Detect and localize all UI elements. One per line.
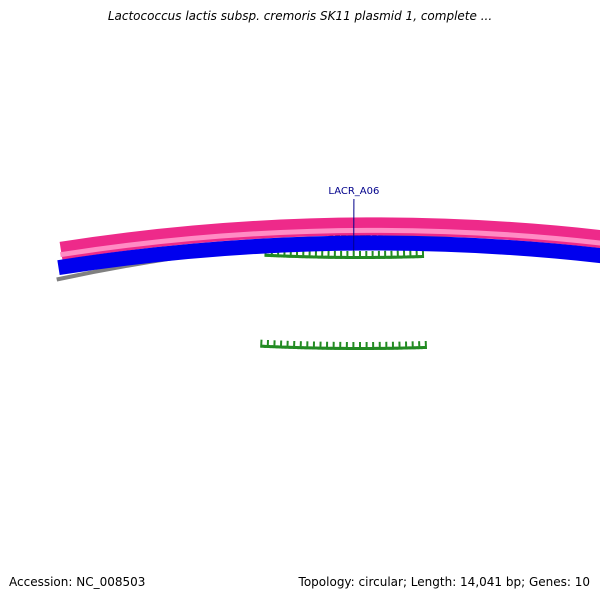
forward-strand-track[interactable] <box>59 217 600 260</box>
gene-marker-group: LACR_A06 <box>328 186 379 252</box>
topology-summary: Topology: circular; Length: 14,041 bp; G… <box>298 575 590 589</box>
map-title: Lactococcus lactis subsp. cremoris SK11 … <box>107 9 493 23</box>
forward-strand-highlight <box>60 227 600 258</box>
inner-tick-ring <box>260 339 427 351</box>
accession-text: Accession: NC_008503 <box>9 575 146 589</box>
reverse-strand-track[interactable] <box>57 235 600 276</box>
gene-label[interactable]: LACR_A06 <box>328 186 379 197</box>
